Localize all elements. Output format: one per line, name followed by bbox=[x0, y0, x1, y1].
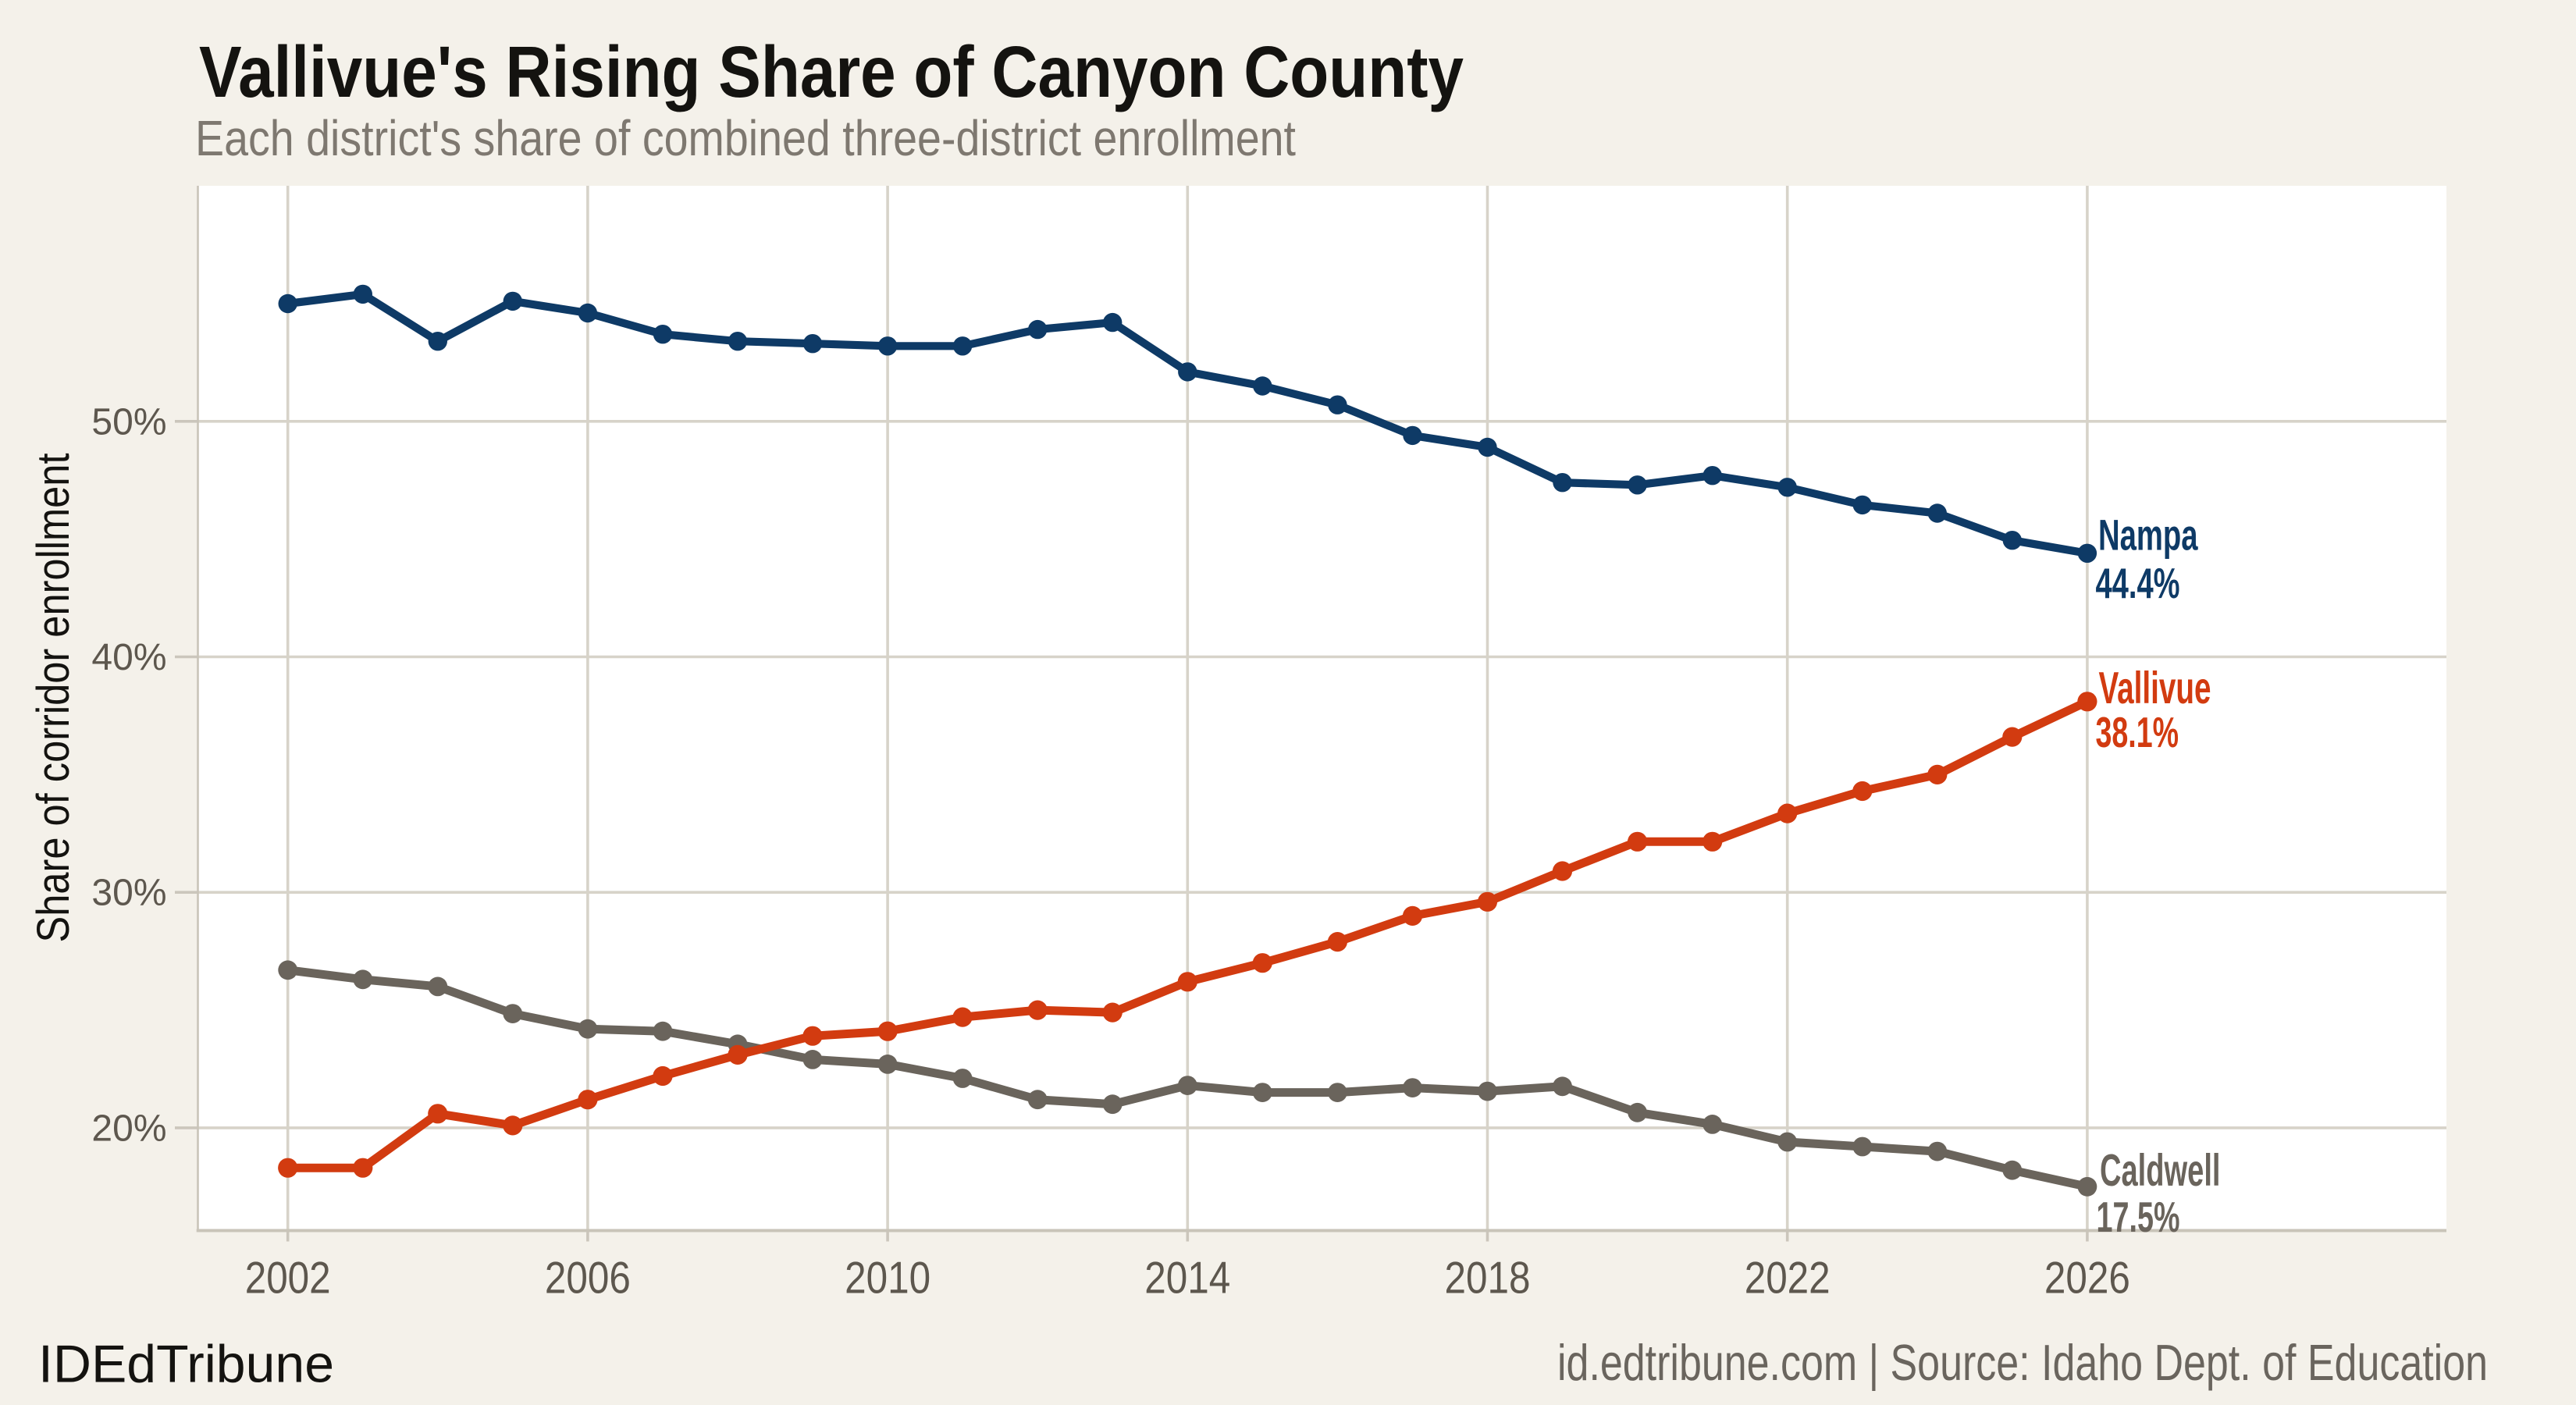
svg-text:17.5%: 17.5% bbox=[2097, 1193, 2180, 1241]
svg-text:50%: 50% bbox=[91, 401, 166, 443]
svg-text:40%: 40% bbox=[91, 637, 166, 678]
svg-text:Vallivue's Rising Share of Can: Vallivue's Rising Share of Canyon County bbox=[199, 31, 1464, 112]
svg-text:id.edtribune.com | Source: Ida: id.edtribune.com | Source: Idaho Dept. o… bbox=[1557, 1334, 2488, 1391]
svg-text:30%: 30% bbox=[91, 873, 166, 914]
svg-text:2022: 2022 bbox=[1745, 1254, 1831, 1304]
svg-text:Share of corridor enrollment: Share of corridor enrollment bbox=[28, 454, 79, 943]
svg-text:2014: 2014 bbox=[1144, 1254, 1230, 1304]
svg-text:Vallivue: Vallivue bbox=[2099, 663, 2211, 713]
svg-text:44.4%: 44.4% bbox=[2096, 559, 2180, 607]
svg-text:2026: 2026 bbox=[2044, 1254, 2130, 1304]
svg-text:Nampa: Nampa bbox=[2098, 510, 2198, 560]
svg-text:38.1%: 38.1% bbox=[2096, 708, 2179, 756]
svg-text:2006: 2006 bbox=[545, 1254, 631, 1304]
svg-text:2018: 2018 bbox=[1445, 1254, 1531, 1304]
svg-text:20%: 20% bbox=[91, 1108, 166, 1149]
svg-text:Each district's share of combi: Each district's share of combined three-… bbox=[195, 110, 1296, 166]
svg-text:2010: 2010 bbox=[845, 1254, 930, 1304]
svg-text:Caldwell: Caldwell bbox=[2100, 1146, 2221, 1196]
svg-text:IDEdTribune: IDEdTribune bbox=[38, 1335, 334, 1394]
svg-text:2002: 2002 bbox=[245, 1254, 331, 1304]
